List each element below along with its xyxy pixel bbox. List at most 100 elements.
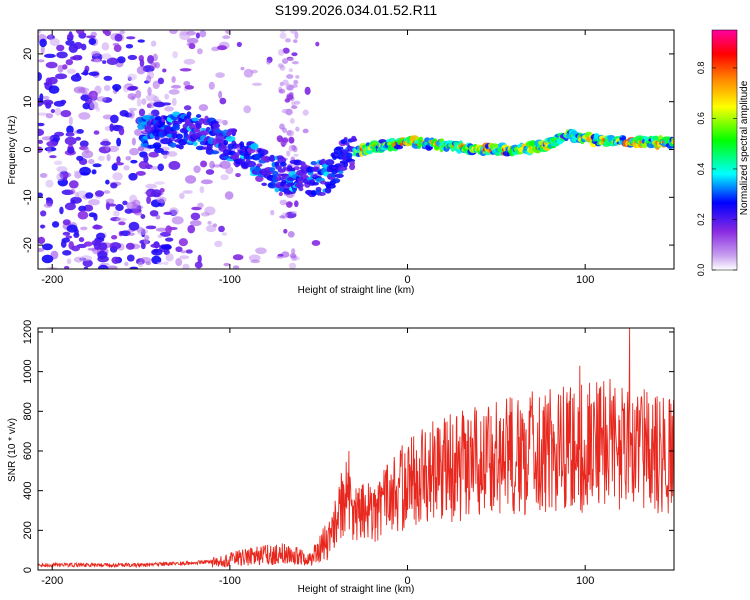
spectrogram-cell <box>157 234 163 239</box>
spectrogram-cell <box>178 238 188 247</box>
spectrogram-cell <box>248 254 261 262</box>
spectrogram-cell <box>194 261 203 269</box>
colorbar-tick-label: 0.6 <box>696 112 706 125</box>
spectrogram-cell <box>62 250 72 256</box>
spectrogram-cell <box>221 145 228 149</box>
spectrogram-cell <box>127 73 137 81</box>
spectrogram-cell <box>73 232 80 238</box>
spectrogram-cell <box>284 38 291 43</box>
spectrogram-cell <box>38 112 49 116</box>
spectrogram-cell <box>279 161 287 167</box>
spectrogram-cell <box>259 149 269 156</box>
spectrogram-cell <box>152 80 160 90</box>
spectrogram-cell <box>94 190 105 197</box>
spectrogram-cell <box>178 144 184 150</box>
spectrogram-cell <box>279 30 286 33</box>
spectrogram-cell <box>124 208 133 214</box>
spectrogram-cell <box>66 258 72 265</box>
spectrogram-cell <box>184 85 194 90</box>
spectrogram-cell <box>199 186 205 194</box>
spectrogram-cell <box>393 144 404 150</box>
x-tick-label: 100 <box>576 274 594 286</box>
spectrogram-cell <box>97 155 105 162</box>
spectrogram-cell <box>295 75 300 79</box>
spectrogram-cell <box>76 128 84 134</box>
spectrogram-cell <box>171 216 184 225</box>
spectrogram-cell <box>198 104 209 112</box>
spectrogram-cell <box>279 32 287 39</box>
spectrogram-cell <box>279 215 286 219</box>
spectrogram-cell <box>302 128 309 134</box>
spectrogram-cell <box>163 211 173 216</box>
spectrogram-cell <box>101 53 112 60</box>
spectrogram-cell <box>214 240 223 248</box>
spectrogram-cell <box>215 72 225 78</box>
spectrogram-cell <box>55 73 68 80</box>
spectrogram-cell <box>288 145 295 152</box>
spectrogram-cell <box>212 123 221 129</box>
spectrogram-cell <box>230 128 238 134</box>
spectrogram-cell <box>334 173 344 178</box>
spectrogram-cell <box>116 137 122 147</box>
spectrogram-cell <box>205 224 217 233</box>
spectrogram-cell <box>155 227 168 232</box>
spectrogram-cell <box>38 247 45 252</box>
spectrogram-cell <box>105 198 115 205</box>
spectrogram-cell <box>128 85 139 91</box>
spectrogram-cell <box>298 186 304 192</box>
spectrogram-cell <box>53 160 63 166</box>
spectrogram-cell <box>46 140 58 147</box>
spectrogram-cell <box>196 48 203 55</box>
spectrogram-cell <box>175 246 183 253</box>
spectrogram-cell <box>154 181 166 185</box>
spectrogram-cell <box>166 150 178 157</box>
spectrogram-cell <box>89 101 99 110</box>
spectrogram-cell <box>108 145 119 153</box>
snr-y-label: SNR (10 * v/v) <box>7 418 18 482</box>
colorbar-ticks: 0.0 0.2 0.4 0.6 0.8 <box>696 62 737 276</box>
x-tick-label: -100 <box>219 575 241 587</box>
spectrogram-cell <box>217 45 228 51</box>
spectrogram-cell <box>293 39 298 43</box>
spectrogram-cell <box>349 160 355 166</box>
spectrogram-cell <box>65 235 73 239</box>
spectrogram-cell <box>77 210 89 220</box>
spectrogram-cell <box>157 163 165 172</box>
spectrogram-cell <box>149 115 155 120</box>
y-tick-label: 200 <box>22 521 34 539</box>
spectrogram-cell <box>350 137 358 142</box>
spectrogram-cell <box>106 153 111 162</box>
spectrogram-cell <box>286 201 293 208</box>
spectrogram-cell <box>168 30 179 35</box>
spectrogram-cell <box>119 30 126 35</box>
spectrogram-cell <box>78 205 87 212</box>
spectrogram-cell <box>146 120 152 127</box>
x-tick-label: -200 <box>41 575 63 587</box>
spectrogram-cell <box>345 142 350 146</box>
y-tick-label: 10 <box>22 96 34 108</box>
spectrogram-cell <box>84 146 90 154</box>
spectrogram-cell <box>138 108 146 117</box>
spectrogram-cell <box>280 142 288 146</box>
spectrogram-cell <box>128 221 140 231</box>
spectrogram-cell <box>208 81 215 90</box>
spectrogram-cell <box>109 242 122 250</box>
spectrogram-cell <box>46 145 52 154</box>
spectrogram-cell <box>284 98 291 103</box>
spectrogram-cell <box>193 165 201 174</box>
spectrogram-cell <box>43 203 53 208</box>
spectrogram-cell <box>42 99 54 106</box>
figure-title: S199.2026.034.01.52.R11 <box>275 2 438 18</box>
spectrogram-cell <box>40 45 45 55</box>
spectrogram-cell <box>225 30 231 34</box>
spectrogram-cell <box>136 98 142 107</box>
spectrogram-cell <box>98 242 108 251</box>
snr-x-label: Height of straight line (km) <box>298 584 415 595</box>
spectrogram-cell <box>114 33 123 42</box>
spectrogram-cell <box>162 68 167 73</box>
spectrogram-cell <box>145 225 157 230</box>
spectrogram-cell <box>38 59 45 63</box>
spectrogram-cell <box>236 41 242 47</box>
spectrogram-cell <box>165 253 174 262</box>
